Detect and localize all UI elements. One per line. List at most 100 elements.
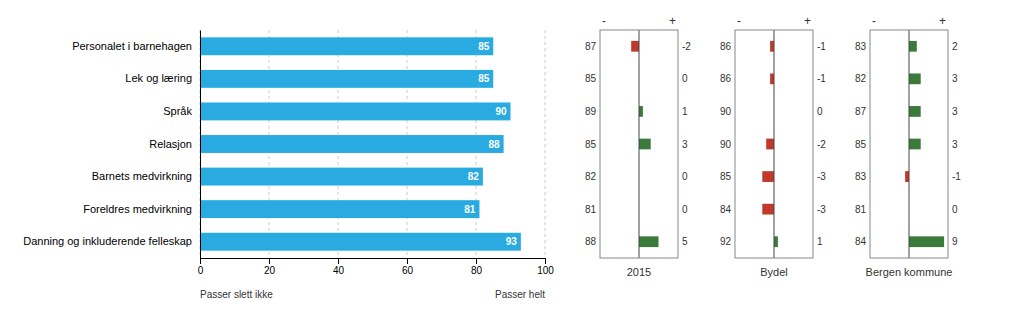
- chart-svg: 020406080100Personalet i barnehagenLek o…: [0, 0, 1021, 336]
- deviation-bar: [909, 236, 944, 247]
- tick: 100: [537, 258, 554, 276]
- data-label: 0: [682, 171, 688, 182]
- tick: Barnets medvirkning: [92, 170, 200, 182]
- tick-mark: [338, 258, 339, 264]
- score-label: 86: [720, 41, 732, 52]
- score-label: 92: [720, 236, 732, 247]
- scores: 86869090858492: [720, 41, 732, 247]
- panel-annotation: +: [939, 14, 946, 28]
- tick: Personalet i barnehagen: [72, 40, 200, 52]
- chart-container: 020406080100Personalet i barnehagenLek o…: [0, 0, 1021, 336]
- axis-line: [200, 31, 201, 259]
- tick: 0: [198, 258, 204, 276]
- panel-title: 2015: [627, 266, 651, 278]
- data-label: 88: [488, 139, 500, 150]
- score-label: 85: [585, 73, 597, 84]
- score-label: 83: [855, 41, 867, 52]
- data-label: 5: [682, 236, 688, 247]
- data-label: 81: [464, 204, 476, 215]
- tick: Foreldres medvirkning: [83, 203, 200, 215]
- grid: [200, 30, 545, 258]
- bar: [200, 233, 521, 251]
- score-label: 81: [855, 204, 867, 215]
- score-label: 87: [585, 41, 597, 52]
- panel-frame: [870, 30, 948, 258]
- axis-annotation: Passer helt: [495, 289, 545, 300]
- panel-annotation: -: [602, 14, 606, 28]
- zero-line: [639, 30, 640, 258]
- category-label: Foreldres medvirkning: [83, 203, 192, 215]
- tick-mark: [200, 258, 201, 264]
- grid-line: [200, 30, 201, 258]
- panel-annotation: +: [804, 14, 811, 28]
- main-chart: 020406080100Personalet i barnehagenLek o…: [23, 30, 554, 300]
- score-label: 88: [585, 236, 597, 247]
- data-label: 82: [468, 171, 480, 182]
- category-label: Språk: [163, 105, 192, 117]
- deviation-bar: [774, 236, 778, 247]
- bar: [200, 135, 504, 153]
- category-label: Danning og inkluderende felleskap: [23, 235, 192, 247]
- data-label: 0: [682, 204, 688, 215]
- data-label: 1: [682, 106, 688, 117]
- deviation-panel: 86869090858492-1-10-2-3-31Bydel-+: [720, 14, 826, 278]
- data-label: -3: [817, 171, 826, 182]
- deviation-bar: [762, 204, 774, 215]
- data-labels: 2333-109: [952, 41, 961, 247]
- tick: Relasjon: [149, 138, 200, 150]
- data-labels: 85 85 90 88 82 81 93: [464, 41, 517, 247]
- bar: [200, 37, 493, 55]
- bars: [762, 41, 778, 247]
- data-label: 2: [952, 41, 958, 52]
- grid-line: [545, 30, 546, 258]
- category-label: Barnets medvirkning: [92, 170, 192, 182]
- data-labels: -2013005: [682, 41, 691, 247]
- deviation-bar: [770, 73, 774, 84]
- score-label: 90: [720, 139, 732, 150]
- data-labels: -1-10-2-3-31: [817, 41, 826, 247]
- deviation-bar: [770, 41, 774, 52]
- scores: 87 85 89 85 82 81 88: [585, 41, 597, 247]
- deviation-panel: 87858985828188-20130052015-+: [585, 14, 691, 278]
- tick-label: 20: [264, 265, 276, 276]
- bars: [200, 37, 521, 250]
- bars: [631, 41, 658, 247]
- score-label: 85: [585, 139, 597, 150]
- deviation-bar: [766, 139, 774, 150]
- zero-line: [909, 30, 910, 258]
- data-label: -1: [817, 73, 826, 84]
- score-label: 83: [855, 171, 867, 182]
- data-label: 9: [952, 236, 958, 247]
- tick-label: 80: [471, 265, 483, 276]
- score-label: 85: [855, 139, 867, 150]
- bar: [200, 168, 483, 186]
- data-label: 90: [495, 106, 507, 117]
- data-label: 3: [682, 139, 688, 150]
- panel-annotation: +: [669, 14, 676, 28]
- panel-annotation: -: [737, 14, 741, 28]
- scores: 83828785838184: [855, 41, 867, 247]
- score-label: 81: [585, 204, 597, 215]
- score-label: 89: [585, 106, 597, 117]
- deviation-bar: [762, 171, 774, 182]
- category-label: Lek og læring: [125, 72, 192, 84]
- bars: [905, 41, 944, 247]
- axis-line: [201, 259, 546, 265]
- data-label: -1: [952, 171, 961, 182]
- tick-mark: [545, 258, 546, 264]
- data-label: 3: [952, 106, 958, 117]
- score-label: 86: [720, 73, 732, 84]
- data-label: 3: [952, 139, 958, 150]
- category-label: Personalet i barnehagen: [72, 40, 192, 52]
- x-axis: 020406080100: [198, 258, 555, 276]
- score-label: 82: [585, 171, 597, 182]
- data-label: 93: [506, 236, 518, 247]
- panel-title: Bydel: [760, 266, 788, 278]
- data-label: 85: [478, 73, 490, 84]
- panel-frame: [600, 30, 678, 258]
- tick-mark: [269, 258, 270, 264]
- deviation-panel: 838287858381842333-109Bergen kommune-+: [855, 14, 961, 278]
- deviation-bar: [909, 73, 921, 84]
- data-label: 85: [478, 41, 490, 52]
- panel-annotation: -: [872, 14, 876, 28]
